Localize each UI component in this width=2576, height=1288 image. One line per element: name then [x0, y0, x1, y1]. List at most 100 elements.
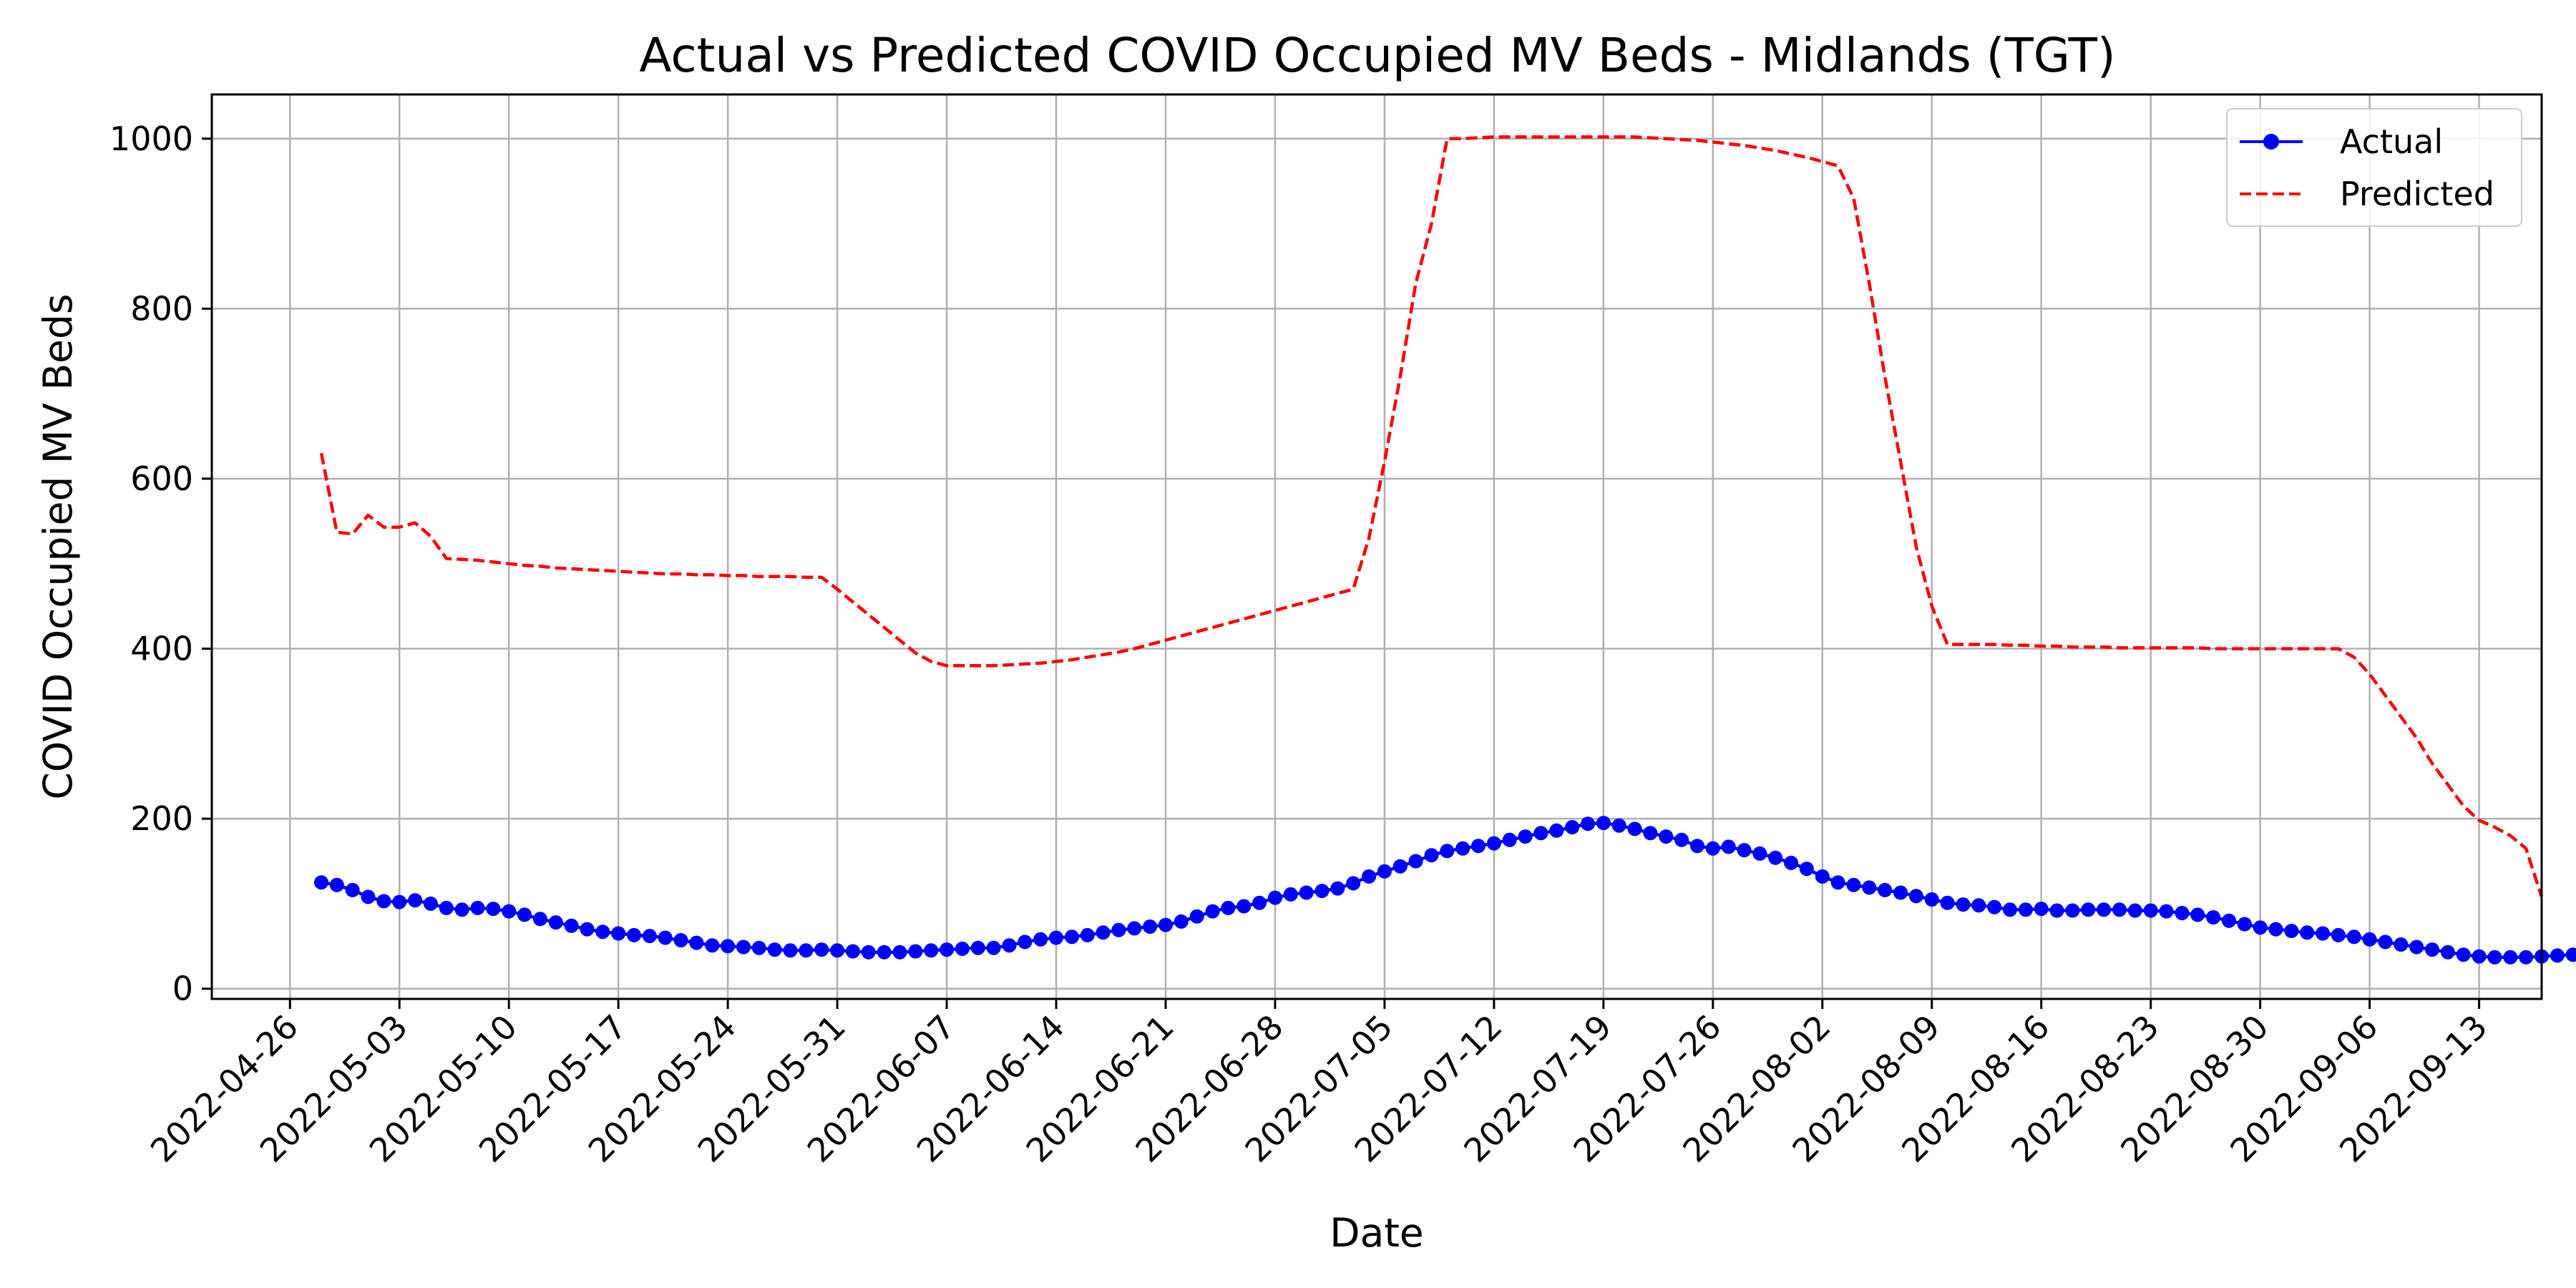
data-point-actual — [1268, 890, 1282, 905]
data-point-actual — [1158, 917, 1173, 932]
data-point-actual — [955, 941, 970, 956]
data-point-actual — [2222, 913, 2236, 928]
data-point-actual — [1784, 855, 1799, 870]
data-point-actual — [1830, 875, 1845, 890]
y-tick-label: 800 — [130, 289, 193, 328]
legend-label-actual: Actual — [2340, 122, 2443, 161]
data-point-actual — [2394, 937, 2409, 952]
data-point-actual — [673, 933, 688, 947]
data-point-actual — [2456, 947, 2471, 962]
data-point-actual — [1643, 826, 1658, 841]
data-point-actual — [2346, 930, 2361, 945]
data-point-actual — [2487, 950, 2502, 965]
data-point-actual — [1549, 823, 1564, 838]
data-point-actual — [830, 943, 845, 958]
data-point-actual — [548, 915, 563, 930]
data-point-actual — [814, 942, 829, 957]
data-point-actual — [1408, 854, 1423, 869]
data-point-actual — [1690, 839, 1704, 854]
data-point-actual — [2300, 925, 2315, 940]
data-point-actual — [736, 940, 751, 955]
y-tick-label: 1000 — [109, 119, 193, 158]
data-point-actual — [892, 945, 907, 960]
data-point-actual — [2003, 902, 2017, 917]
data-point-actual — [2206, 910, 2221, 924]
data-point-actual — [1752, 846, 1767, 861]
data-point-actual — [1236, 899, 1252, 914]
data-point-actual — [1362, 869, 1377, 884]
data-point-actual — [1033, 932, 1048, 947]
data-point-actual — [1908, 889, 1923, 904]
data-point-actual — [1424, 848, 1439, 863]
data-point-actual — [1221, 900, 1236, 915]
data-point-actual — [1002, 938, 1017, 953]
data-point-actual — [580, 922, 595, 937]
data-point-actual — [1596, 816, 1611, 831]
data-point-actual — [1174, 914, 1189, 929]
data-point-actual — [2127, 903, 2142, 918]
plot-frame — [210, 93, 2543, 1000]
data-point-actual — [1096, 925, 1111, 940]
data-point-actual — [1502, 832, 1517, 847]
data-point-actual — [2378, 935, 2393, 950]
data-point-actual — [1737, 843, 1752, 858]
data-point-actual — [2034, 902, 2049, 917]
series-line-predicted — [319, 135, 2544, 898]
legend-box — [2226, 108, 2522, 227]
data-point-actual — [783, 943, 798, 958]
data-point-actual — [1924, 892, 1939, 907]
data-point-actual — [1659, 829, 1674, 844]
data-point-actual — [1878, 882, 1893, 897]
legend: Actual Predicted — [2226, 108, 2522, 227]
data-point-actual — [1940, 895, 1955, 910]
data-point-actual — [2565, 947, 2576, 962]
data-point-actual — [2503, 950, 2518, 965]
data-point-actual — [1143, 919, 1158, 934]
y-tick-label: 600 — [130, 459, 193, 498]
data-point-actual — [1314, 884, 1330, 899]
data-point-actual — [2409, 940, 2424, 955]
data-point-actual — [1581, 816, 1595, 831]
data-point-actual — [1111, 922, 1126, 937]
data-point-actual — [1018, 935, 1033, 950]
data-point-actual — [423, 896, 438, 911]
data-point-actual — [314, 875, 328, 890]
data-point-actual — [392, 894, 407, 909]
data-point-actual — [2018, 902, 2033, 917]
data-point-actual — [470, 900, 485, 915]
data-point-actual — [611, 926, 626, 941]
data-point-actual — [361, 889, 376, 904]
data-point-actual — [564, 918, 579, 933]
data-point-actual — [986, 940, 1001, 955]
data-point-actual — [877, 945, 892, 960]
x-axis: 2022-04-262022-05-032022-05-102022-05-17… — [143, 999, 2494, 1170]
data-point-actual — [1565, 820, 1580, 834]
data-point-actual — [689, 935, 704, 950]
data-point-actual — [627, 927, 641, 942]
y-tick-label: 200 — [130, 799, 193, 838]
series-layer — [314, 135, 2576, 965]
data-point-actual — [1205, 904, 1220, 919]
data-point-actual — [1330, 881, 1345, 896]
data-point-actual — [642, 929, 657, 944]
data-point-actual — [486, 902, 501, 917]
data-point-actual — [2316, 926, 2331, 941]
data-point-actual — [705, 938, 720, 953]
data-point-actual — [1611, 818, 1626, 833]
data-point-actual — [1127, 921, 1142, 936]
data-point-actual — [1815, 869, 1830, 884]
data-point-actual — [1189, 909, 1204, 924]
data-point-actual — [2268, 922, 2283, 937]
data-point-actual — [970, 940, 985, 955]
data-point-actual — [1049, 930, 1063, 945]
data-point-actual — [2362, 932, 2377, 947]
data-point-actual — [2081, 902, 2096, 917]
data-point-actual — [2331, 927, 2346, 942]
data-point-actual — [2550, 948, 2565, 963]
data-point-actual — [454, 902, 469, 917]
data-point-actual — [345, 882, 360, 897]
data-point-actual — [940, 942, 955, 957]
data-point-actual — [502, 904, 517, 919]
data-point-actual — [2472, 949, 2487, 964]
